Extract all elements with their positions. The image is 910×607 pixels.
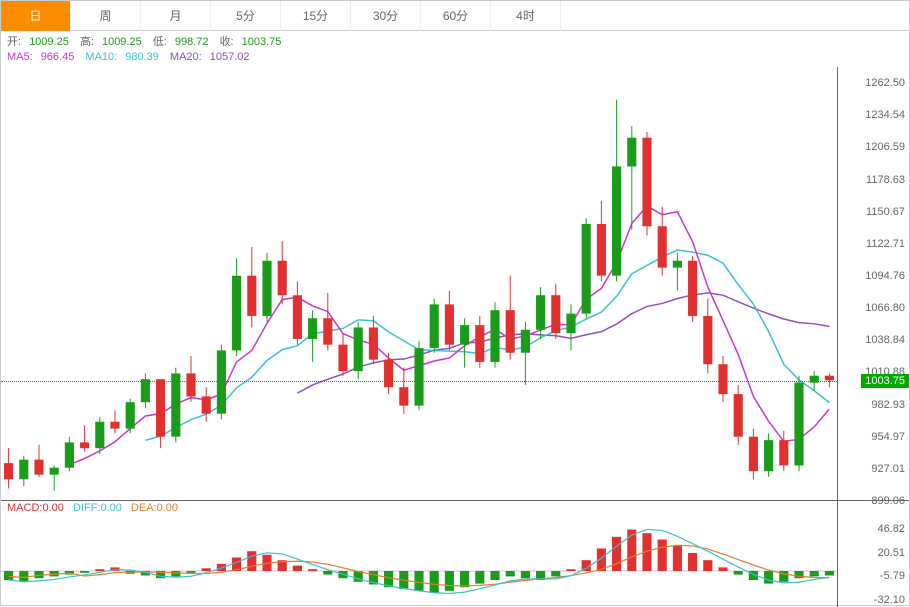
macd-value: 0.00 (42, 502, 63, 514)
ma5-label: MA5: (7, 51, 33, 63)
axis-tick: 1206.59 (865, 141, 905, 153)
macd-tick: -5.79 (880, 570, 905, 582)
ma20-label: MA20: (170, 51, 202, 63)
tab-15分[interactable]: 15分 (281, 1, 351, 31)
tab-月[interactable]: 月 (141, 1, 211, 31)
axis-tick: 1150.67 (866, 206, 905, 218)
tab-周[interactable]: 周 (71, 1, 141, 31)
macd-tick: -32.10 (874, 594, 905, 606)
axis-tick: 982.93 (871, 399, 905, 411)
timeframe-tabs: 日周月5分15分30分60分4时 (1, 1, 909, 31)
close-label: 收: (220, 36, 234, 48)
macd-tick: 46.82 (877, 523, 905, 535)
tab-日[interactable]: 日 (1, 1, 71, 31)
macd-panel[interactable]: MACD:0.00 DIFF:0.00 DEA:0.00 46.8220.51-… (1, 501, 909, 607)
ma5-value: 966.45 (41, 51, 75, 63)
dea-value: 0.00 (157, 502, 178, 514)
axis-tick: 1262.50 (865, 77, 905, 89)
low-label: 低: (153, 36, 167, 48)
macd-label: MACD: (7, 502, 42, 514)
macd-tick: 20.51 (877, 547, 905, 559)
axis-tick: 954.97 (871, 431, 905, 443)
tab-5分[interactable]: 5分 (211, 1, 281, 31)
candlestick-canvas (1, 67, 837, 501)
axis-tick: 1178.63 (866, 174, 905, 186)
tab-60分[interactable]: 60分 (421, 1, 491, 31)
ma-row: MA5: 966.45 MA10: 980.39 MA20: 1057.02 (1, 49, 909, 67)
axis-tick: 1122.71 (866, 238, 905, 250)
ma10-label: MA10: (85, 51, 117, 63)
main-chart[interactable]: 1262.50 1234.54 1206.59 1178.63 1150.67 1122.… (1, 67, 909, 501)
axis-tick: 1234.54 (865, 109, 905, 121)
current-price-line (1, 381, 837, 382)
price-axis: 1262.50 1234.54 1206.59 1178.63 1150.67 1122.… (837, 67, 909, 501)
high-value: 1009.25 (102, 36, 142, 48)
ma20-value: 1057.02 (210, 51, 250, 63)
tab-4时[interactable]: 4时 (491, 1, 561, 31)
macd-info-row: MACD:0.00 DIFF:0.00 DEA:0.00 (1, 501, 909, 517)
open-value: 1009.25 (29, 36, 69, 48)
ma10-value: 980.39 (125, 51, 159, 63)
ohlc-row: 开: 1009.25 高: 1009.25 低: 998.72 收: 1003.75 (1, 31, 909, 49)
tab-30分[interactable]: 30分 (351, 1, 421, 31)
close-value: 1003.75 (242, 36, 282, 48)
macd-axis: 46.82 20.51 -5.79 -32.10 (837, 501, 909, 607)
diff-label: DIFF: (73, 502, 101, 514)
dea-label: DEA: (131, 502, 157, 514)
chart-container: 日周月5分15分30分60分4时 开: 1009.25 高: 1009.25 低: 9… (0, 0, 910, 606)
high-label: 高: (80, 36, 94, 48)
diff-value: 0.00 (100, 502, 121, 514)
axis-tick: 927.01 (871, 463, 905, 475)
axis-tick: 1094.76 (865, 270, 905, 282)
current-price-tag: 1003.75 (861, 374, 909, 388)
low-value: 998.72 (175, 36, 209, 48)
axis-tick: 1038.84 (865, 334, 905, 346)
open-label: 开: (7, 36, 21, 48)
macd-canvas (1, 517, 837, 607)
axis-tick: 1066.80 (865, 302, 905, 314)
